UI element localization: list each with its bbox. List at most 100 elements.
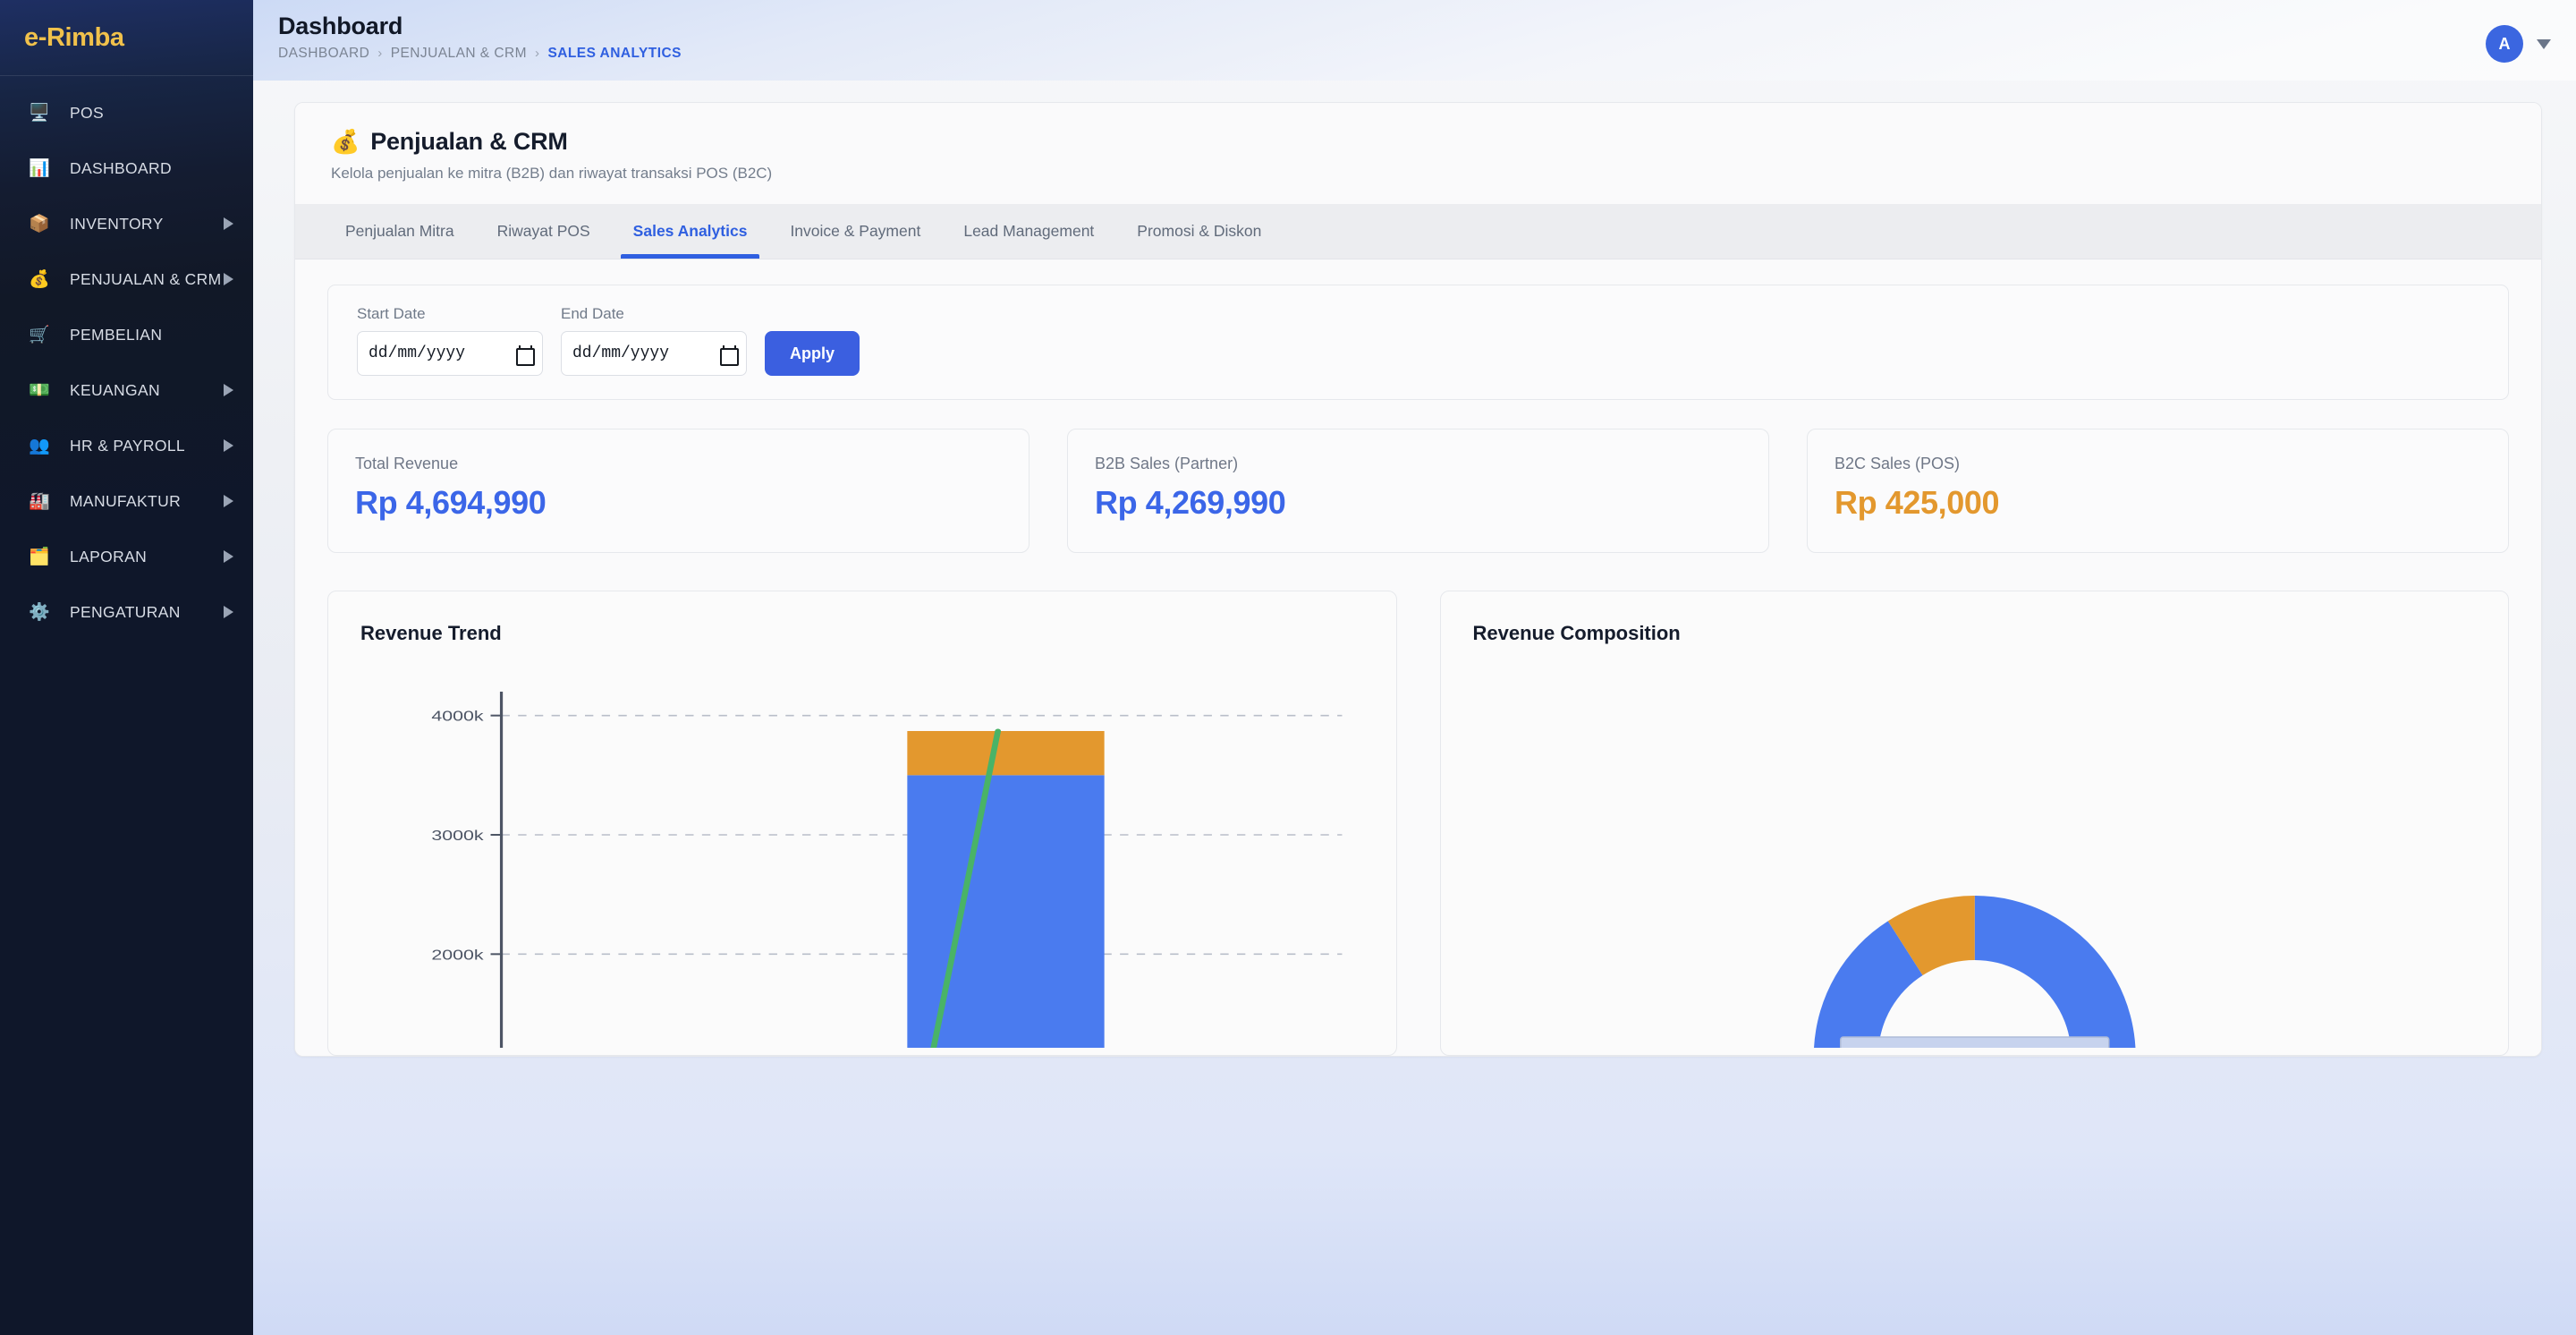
revenue-composition-card: Revenue Composition [1439,591,2509,1056]
sidebar-item-label: LAPORAN [70,547,148,565]
sidebar-item-manufaktur[interactable]: 🏭 MANUFAKTUR [0,473,253,529]
bar-segment-b2b [907,775,1105,1048]
page-card: 💰 Penjualan & CRM Kelola penjualan ke mi… [294,102,2542,1057]
people-icon: 👥 [28,436,50,455]
breadcrumb-separator: › [535,46,540,62]
chevron-right-icon[interactable] [224,495,233,507]
sidebar-item-label: DASHBOARD [70,158,173,177]
chevron-right-icon[interactable] [224,550,233,563]
chevron-down-icon[interactable] [2537,38,2551,49]
sidebar-item-label: HR & PAYROLL [70,436,186,455]
sidebar: e-Rimba 🖥️ POS 📊 DASHBOARD 📦 INVENTORY 💰 PENJUA… [0,0,253,1335]
y-axis-tick-label: 4000k [431,708,484,724]
breadcrumb-separator: › [377,46,383,62]
page-title: Dashboard [278,13,403,39]
calendar-icon[interactable] [516,344,535,366]
stat-label: B2C Sales (POS) [1835,455,1961,472]
stat-label: B2B Sales (Partner) [1095,455,1239,472]
tab-bar: Penjualan Mitra Riwayat POS Sales Analytic… [295,204,2541,259]
sidebar-item-label: PENGATURAN [70,602,181,621]
sidebar-item-pos[interactable]: 🖥️ POS [0,85,253,140]
topbar-right: A [2486,13,2551,63]
avatar[interactable]: A [2486,25,2523,63]
donut-slice [1887,896,1975,976]
start-date-input[interactable]: dd/mm/yyyy [357,331,543,376]
money-bag-icon: 💰 [28,269,50,289]
chevron-right-icon[interactable] [224,273,233,285]
breadcrumb-item-penjualan-crm[interactable]: PENJUALAN & CRM [390,45,527,61]
card-body: Start Date dd/mm/yyyy End Date dd/mm/yyy… [295,259,2541,1056]
tab-penjualan-mitra[interactable]: Penjualan Mitra [345,222,454,240]
monitor-icon: 🖥️ [28,103,50,123]
tab-invoice-payment[interactable]: Invoice & Payment [790,222,921,240]
apply-button[interactable]: Apply [765,331,860,376]
sidebar-item-pengaturan[interactable]: ⚙️ PENGATURAN [0,584,253,640]
stat-card: B2B Sales (Partner) Rp 4,269,990 [1067,429,1769,553]
donut-slice [1813,896,2135,1048]
sidebar-nav: 🖥️ POS 📊 DASHBOARD 📦 INVENTORY 💰 PENJUALAN & CR… [0,76,253,640]
sidebar-item-keuangan[interactable]: 💵 KEUANGAN [0,362,253,418]
stat-label: Total Revenue [355,455,459,472]
topbar-left: Dashboard DASHBOARD › PENJUALAN & CRM › SALE… [278,13,682,62]
sidebar-item-inventory[interactable]: 📦 INVENTORY [0,196,253,251]
sidebar-item-hr-payroll[interactable]: 👥 HR & PAYROLL [0,418,253,473]
revenue-trend-plot: 2000k 3000k 4000k [360,672,1364,1048]
chevron-right-icon[interactable] [224,217,233,230]
brand-logo[interactable]: e-Rimba [0,0,253,76]
stat-cards: Total Revenue Rp 4,694,990 B2B Sales (Part… [327,429,2509,553]
sidebar-item-dashboard[interactable]: 📊 DASHBOARD [0,140,253,196]
tab-sales-analytics[interactable]: Sales Analytics [612,204,769,259]
revenue-trend-svg: 2000k 3000k 4000k [431,692,1343,1048]
page-card-subtitle: Kelola penjualan ke mitra (B2B) dan riwa… [331,165,773,182]
chevron-right-icon[interactable] [224,384,233,396]
sidebar-item-penjualan-crm[interactable]: 💰 PENJUALAN & CRM [0,251,253,307]
end-date-input[interactable]: dd/mm/yyyy [561,331,747,376]
breadcrumb-item-dashboard[interactable]: DASHBOARD [278,45,370,61]
charts-row: Revenue Trend 2000k 3000k 4000k Revenue Co… [327,591,2509,1056]
breadcrumb: DASHBOARD › PENJUALAN & CRM › SALES ANALYTIC… [278,46,682,62]
revenue-composition-plot [1473,672,2477,1048]
sidebar-item-label: INVENTORY [70,214,164,233]
calendar-icon[interactable] [720,344,739,366]
sidebar-item-pembelian[interactable]: 🛒 PEMBELIAN [0,307,253,362]
chevron-right-icon[interactable] [224,606,233,618]
gear-icon: ⚙️ [28,602,50,622]
stat-card: B2C Sales (POS) Rp 425,000 [1807,429,2509,553]
chevron-right-icon[interactable] [224,439,233,452]
page-card-title-text: Penjualan & CRM [370,128,568,155]
revenue-composition-svg [1813,896,2135,1048]
start-date-field: Start Date dd/mm/yyyy [357,305,543,376]
end-date-label: End Date [561,305,624,322]
revenue-composition-title: Revenue Composition [1472,622,1681,644]
tab-lead-management[interactable]: Lead Management [963,222,1095,240]
bar-segment-b2c [907,731,1105,776]
trend-line [930,728,1002,1048]
stat-value: Rp 4,269,990 [1095,484,1286,521]
money-notes-icon: 💵 [28,380,50,400]
date-filter-bar: Start Date dd/mm/yyyy End Date dd/mm/yyy… [327,285,2509,400]
tab-promosi-diskon[interactable]: Promosi & Diskon [1137,222,1262,240]
documents-icon: 🗂️ [28,547,50,566]
sidebar-item-label: PEMBELIAN [70,325,163,344]
money-bag-icon: 💰 [331,128,360,155]
sidebar-item-label: MANUFAKTUR [70,491,182,510]
tab-riwayat-pos[interactable]: Riwayat POS [496,222,590,240]
stat-value: Rp 425,000 [1835,484,2000,521]
start-date-value: dd/mm/yyyy [369,344,466,362]
end-date-value: dd/mm/yyyy [572,344,670,362]
page-card-title: 💰 Penjualan & CRM [331,128,2505,156]
brand-name: e-Rimba [24,22,124,52]
sidebar-item-label: POS [70,103,105,122]
page-card-header: 💰 Penjualan & CRM Kelola penjualan ke mi… [295,103,2541,204]
stat-card: Total Revenue Rp 4,694,990 [327,429,1030,553]
sidebar-item-laporan[interactable]: 🗂️ LAPORAN [0,529,253,584]
main-area: Dashboard DASHBOARD › PENJUALAN & CRM › SALE… [253,0,2576,1335]
sidebar-item-label: PENJUALAN & CRM [70,269,222,288]
revenue-trend-card: Revenue Trend 2000k 3000k 4000k [327,591,1397,1056]
sidebar-item-label: KEUANGAN [70,380,161,399]
breadcrumb-item-sales-analytics: SALES ANALYTICS [547,45,682,61]
legend-box [1839,1036,2109,1048]
start-date-label: Start Date [357,305,426,322]
content-region: 💰 Penjualan & CRM Kelola penjualan ke mi… [253,81,2576,1057]
